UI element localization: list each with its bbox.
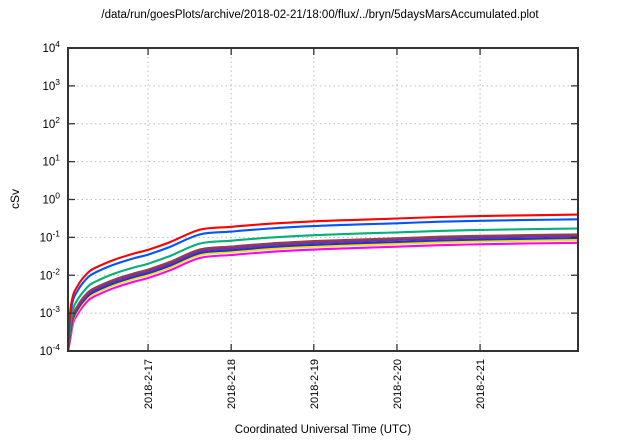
y-tick-label: 10-3	[40, 304, 61, 320]
y-tick-label: 104	[42, 39, 60, 55]
y-tick-label: 103	[42, 77, 60, 93]
y-tick-label: 101	[42, 153, 60, 169]
series-line-maroon	[66, 233, 580, 353]
y-tick-label: 10-1	[40, 228, 61, 244]
y-tick-label: 102	[42, 115, 60, 131]
y-tick-label: 10-2	[40, 266, 61, 282]
y-tick-label: 10-4	[40, 342, 61, 358]
x-tick-label: 2018-2-19	[309, 359, 321, 409]
series-line-blue	[66, 218, 580, 353]
series-line-magenta	[66, 241, 580, 353]
x-tick-label: 2018-2-18	[226, 359, 238, 409]
series-line-purple	[66, 235, 580, 353]
y-tick-label: 100	[42, 191, 60, 207]
series-line-green	[66, 227, 580, 353]
x-tick-label: 2018-2-20	[392, 359, 404, 409]
x-tick-label: 2018-2-21	[475, 359, 487, 409]
series-line-red	[66, 213, 580, 353]
plot-title: /data/run/goesPlots/archive/2018-02-21/1…	[101, 9, 539, 21]
x-axis-label: Coordinated Universal Time (UTC)	[234, 424, 412, 436]
x-tick-label: 2018-2-17	[143, 359, 155, 409]
